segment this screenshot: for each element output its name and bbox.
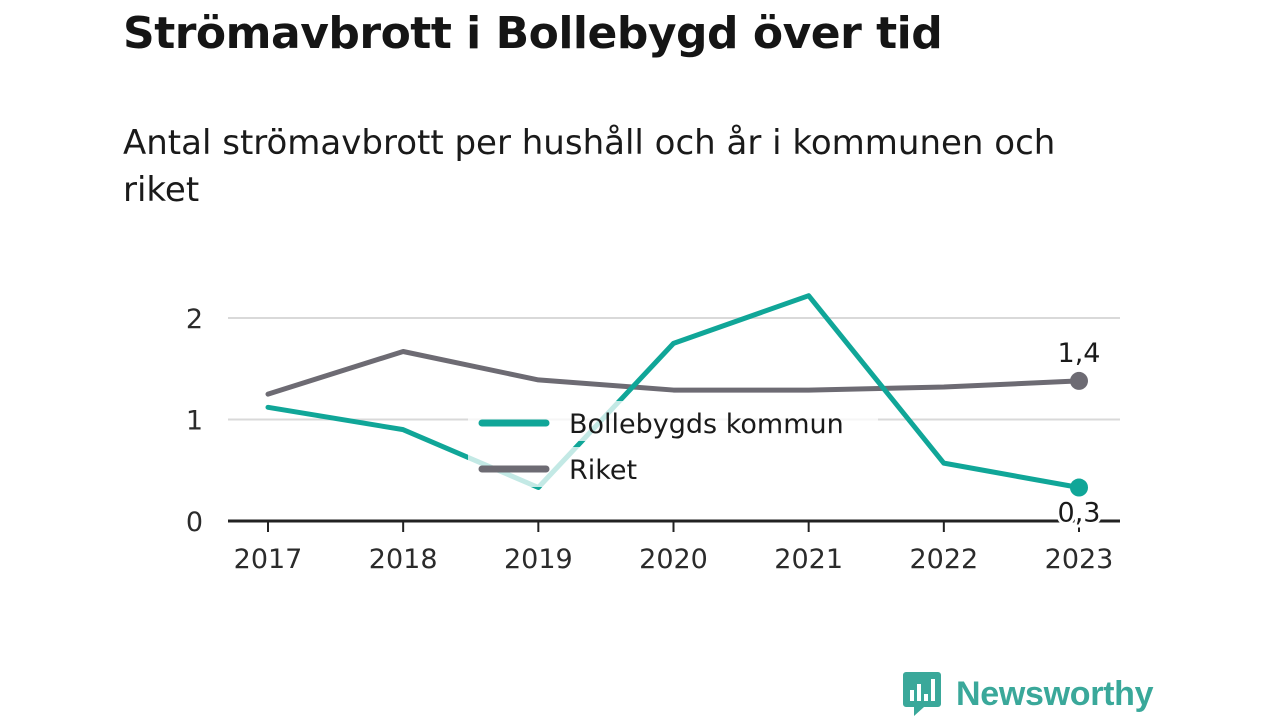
x-tick-label-2023: 2023 — [1045, 544, 1114, 575]
x-tick-label-2022: 2022 — [909, 544, 978, 575]
chart-subtitle: Antal strömavbrott per hushåll och år i … — [123, 123, 1056, 210]
x-tick-label-2018: 2018 — [369, 544, 438, 575]
y-tick-label-2: 2 — [186, 304, 203, 335]
x-tick-label-2021: 2021 — [774, 544, 843, 575]
brand-name: Newsworthy — [956, 674, 1154, 713]
end-label-riket: 1,4 — [1058, 338, 1101, 369]
legend-label-riket: Riket — [569, 455, 637, 486]
legend-label-kommun: Bollebygds kommun — [569, 409, 844, 440]
x-tick-label-2019: 2019 — [504, 544, 573, 575]
y-tick-label-0: 0 — [186, 507, 203, 538]
chart-title: Strömavbrott i Bollebygd över tid — [123, 8, 943, 59]
newsworthy-logo-icon — [903, 672, 941, 716]
y-tick-label-1: 1 — [186, 406, 203, 437]
end-marker-riket — [1070, 371, 1088, 390]
x-tick-label-2017: 2017 — [234, 544, 303, 575]
brand-logo: Newsworthy — [902, 668, 1154, 720]
series-line-riket — [265, 348, 1082, 397]
end-marker-kommun — [1070, 478, 1088, 497]
x-tick-label-2020: 2020 — [639, 544, 708, 575]
series-line-kommun — [265, 293, 1082, 491]
end-label-kommun: 0,3 — [1058, 498, 1101, 529]
